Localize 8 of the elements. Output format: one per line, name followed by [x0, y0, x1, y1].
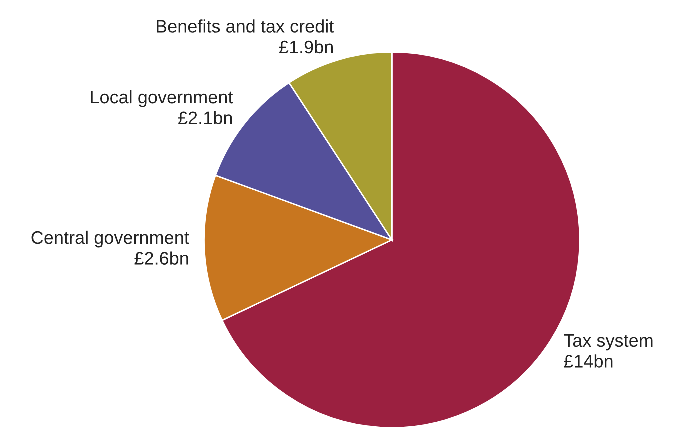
slice-label: Local government — [91, 90, 234, 108]
data-label: £14bn — [564, 354, 613, 368]
data-label: £2.6bn — [134, 252, 188, 265]
slice-label: Tax system — [564, 334, 653, 351]
data-label: £2.1bn — [178, 111, 232, 124]
data-label: £1.9bn — [279, 40, 333, 54]
slice-label: Central government — [32, 230, 190, 248]
slice-label: Benefits and tax credit — [157, 20, 334, 33]
